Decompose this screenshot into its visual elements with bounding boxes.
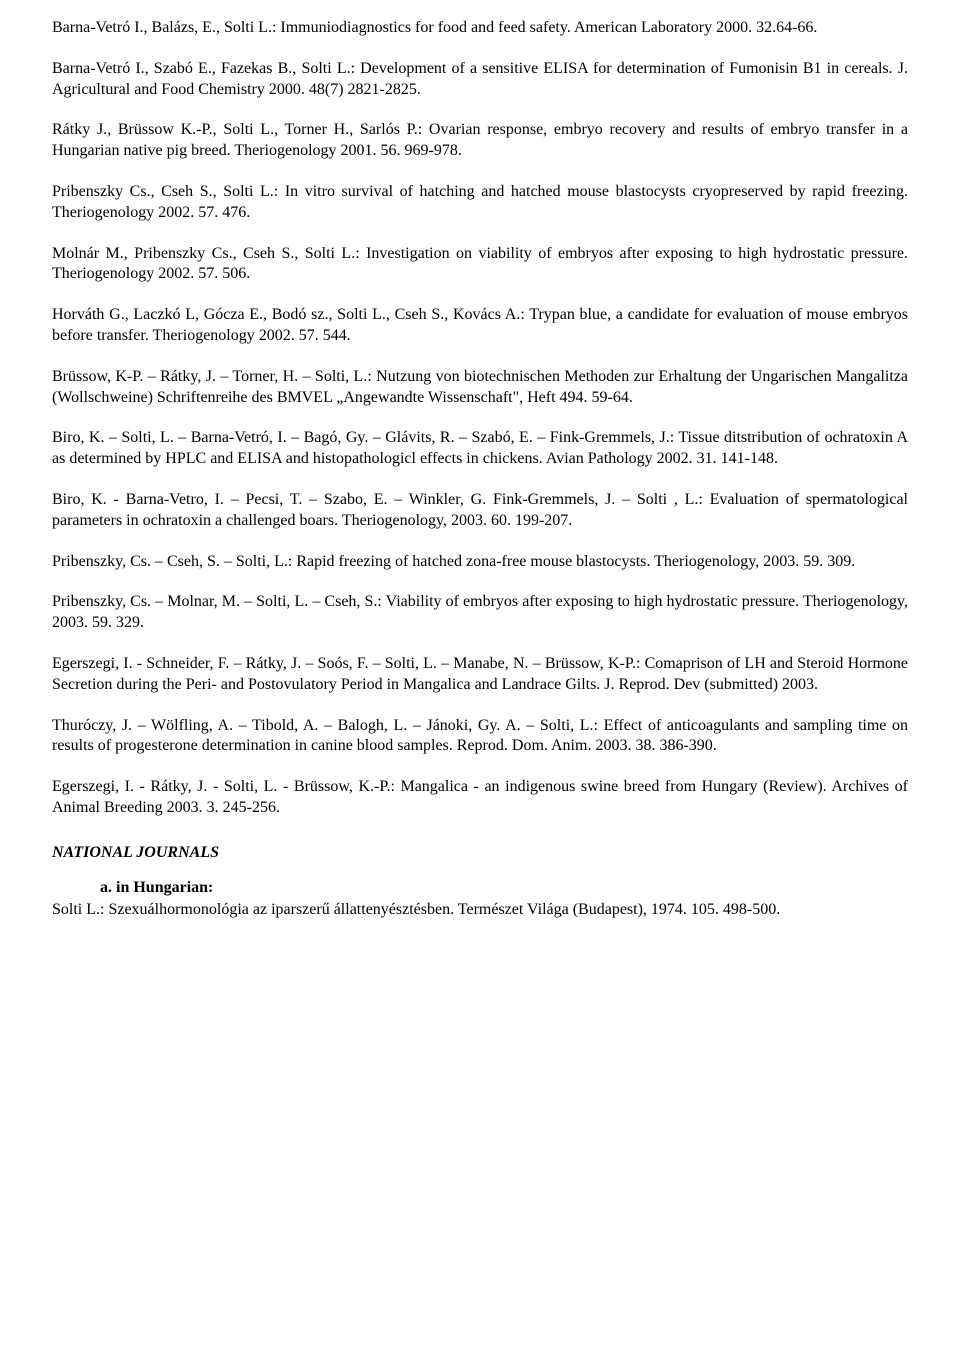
reference-entry: Egerszegi, I. - Schneider, F. – Rátky, J… xyxy=(52,654,908,696)
reference-entry: Thuróczy, J. – Wölfling, A. – Tibold, A.… xyxy=(52,716,908,758)
reference-entry: Egerszegi, I. - Rátky, J. - Solti, L. - … xyxy=(52,777,908,819)
reference-entry: Biro, K. – Solti, L. – Barna-Vetró, I. –… xyxy=(52,428,908,470)
reference-entry: Molnár M., Pribenszky Cs., Cseh S., Solt… xyxy=(52,244,908,286)
reference-entry: Solti L.: Szexuálhormonológia az iparsze… xyxy=(52,900,908,921)
reference-entry: Pribenszky, Cs. – Cseh, S. – Solti, L.: … xyxy=(52,552,908,573)
section-heading: NATIONAL JOURNALS xyxy=(52,843,908,864)
reference-entry: Barna-Vetró I., Szabó E., Fazekas B., So… xyxy=(52,59,908,101)
sub-heading: a. in Hungarian: xyxy=(100,878,908,899)
reference-entry: Rátky J., Brüssow K.-P., Solti L., Torne… xyxy=(52,120,908,162)
reference-entry: Brüssow, K-P. – Rátky, J. – Torner, H. –… xyxy=(52,367,908,409)
reference-entry: Horváth G., Laczkó L, Gócza E., Bodó sz.… xyxy=(52,305,908,347)
reference-entry: Pribenszky, Cs. – Molnar, M. – Solti, L.… xyxy=(52,592,908,634)
reference-entry: Barna-Vetró I., Balázs, E., Solti L.: Im… xyxy=(52,18,908,39)
reference-entry: Pribenszky Cs., Cseh S., Solti L.: In vi… xyxy=(52,182,908,224)
bibliography-list: Barna-Vetró I., Balázs, E., Solti L.: Im… xyxy=(52,18,908,819)
reference-entry: Biro, K. - Barna-Vetro, I. – Pecsi, T. –… xyxy=(52,490,908,532)
